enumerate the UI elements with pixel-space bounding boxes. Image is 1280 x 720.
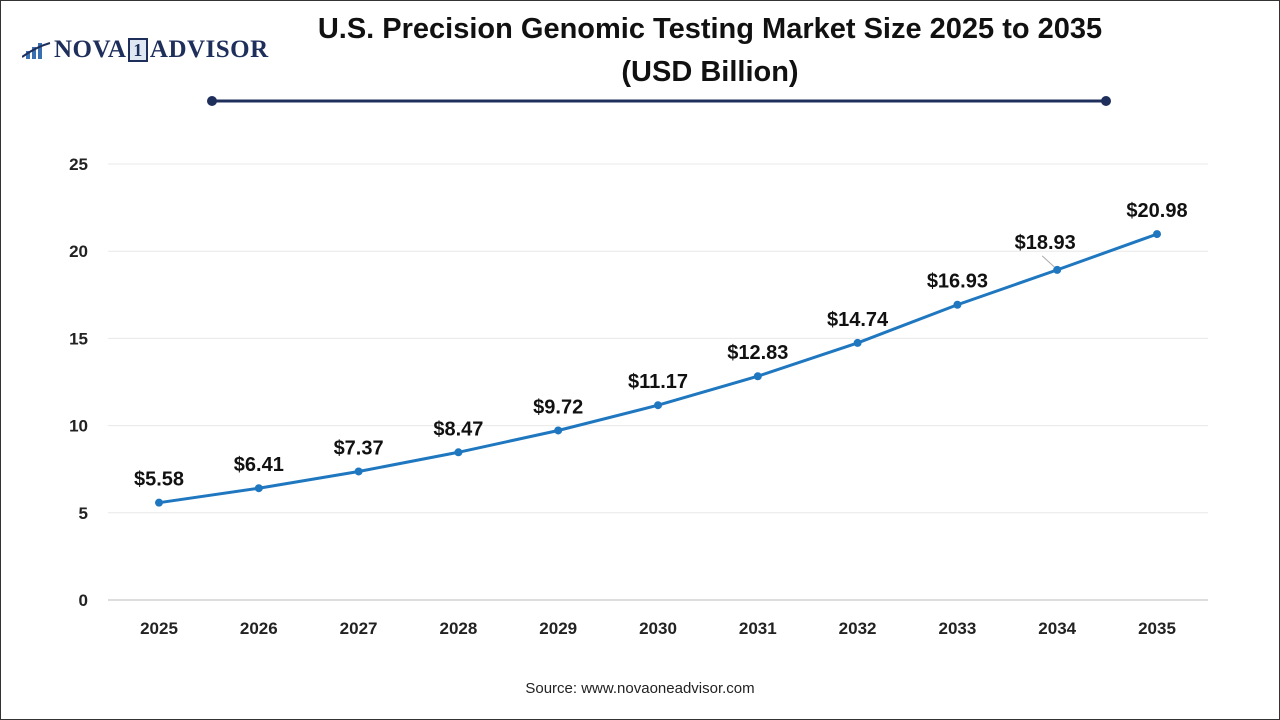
x-axis-ticks: 2025 2026 2027 2028 2029 2030 2031 2032 2033 2034…: [140, 619, 1176, 638]
logo-digit: 1: [128, 38, 148, 62]
source-note: Source: www.novaoneadvisor.com: [525, 680, 755, 697]
leader-line: [1041, 255, 1055, 268]
title-rule: [207, 96, 1111, 106]
data-point: [155, 498, 163, 507]
data-label: $16.93: [927, 271, 988, 293]
data-point: [254, 484, 263, 493]
data-label: $20.98: [1126, 200, 1187, 222]
logo-text-left: NOVA: [54, 36, 127, 63]
x-tick-label: 2025: [140, 619, 178, 638]
data-point: [354, 467, 363, 476]
x-tick-label: 2034: [1038, 619, 1076, 638]
gridlines: [108, 163, 1208, 601]
data-label: $7.37: [334, 437, 384, 459]
title-rule-dot: [1101, 96, 1111, 106]
data-point: [1053, 265, 1062, 274]
nova-advisor-logo: NOVA 1 ADVISOR: [22, 36, 269, 64]
x-tick-label: 2029: [539, 619, 577, 638]
x-tick-label: 2028: [439, 619, 477, 638]
data-label: $18.93: [1015, 232, 1076, 254]
x-tick-label: 2031: [739, 619, 777, 638]
logo-text-right: ADVISOR: [149, 36, 269, 63]
series-line: [155, 230, 1161, 507]
data-label: $8.47: [433, 418, 483, 440]
data-point: [454, 448, 463, 457]
x-tick-label: 2035: [1138, 619, 1176, 638]
data-point: [654, 401, 662, 410]
data-point: [753, 372, 762, 381]
y-tick-label: 25: [69, 155, 88, 174]
y-axis-ticks: 0 5 10 15 20 25: [69, 155, 88, 610]
y-tick-label: 5: [79, 504, 88, 523]
y-tick-label: 20: [69, 242, 88, 261]
data-label: $9.72: [533, 396, 583, 418]
y-tick-label: 10: [69, 417, 88, 436]
data-point: [953, 300, 962, 309]
data-point: [1153, 230, 1161, 239]
x-tick-label: 2032: [839, 619, 877, 638]
x-tick-label: 2027: [340, 619, 378, 638]
data-label: $11.17: [628, 371, 688, 393]
data-point: [554, 426, 563, 435]
bar-chart-logo-icon: [22, 42, 51, 59]
chart-title: U.S. Precision Genomic Testing Market Si…: [317, 13, 1103, 88]
y-tick-label: 15: [69, 329, 88, 348]
series-path: [158, 232, 1158, 505]
data-label: $14.74: [827, 309, 889, 331]
y-tick-label: 0: [79, 591, 88, 610]
data-label: $12.83: [727, 342, 788, 364]
title-rule-dot: [207, 96, 217, 106]
x-tick-label: 2030: [639, 619, 677, 638]
data-point: [853, 338, 862, 347]
data-labels: $5.58 $6.41 $7.37 $8.47 $9.72 $11.17 $12.83 $14…: [134, 200, 1188, 491]
x-tick-label: 2026: [240, 619, 278, 638]
data-label: $5.58: [134, 469, 184, 491]
x-tick-label: 2033: [938, 619, 976, 638]
data-label: $6.41: [234, 454, 284, 476]
